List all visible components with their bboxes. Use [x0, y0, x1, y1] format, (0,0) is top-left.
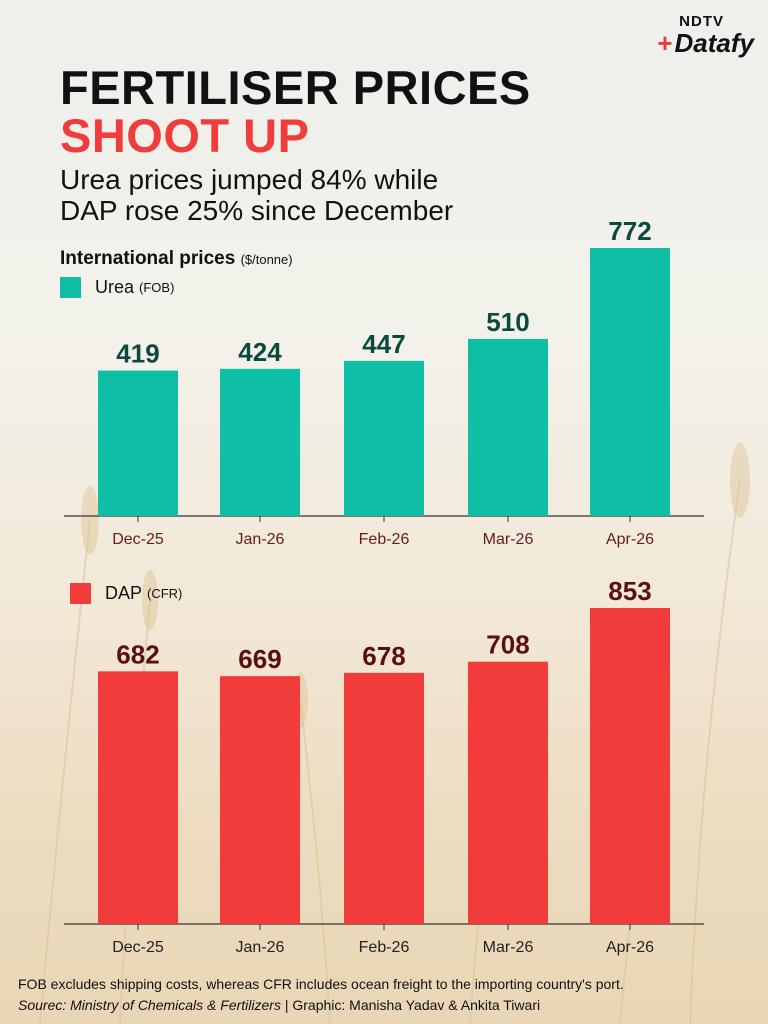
urea-bar [344, 360, 424, 516]
urea-category-label: Dec-25 [112, 531, 164, 548]
urea-value-label: 424 [238, 337, 282, 367]
headline-line-2: SHOOT UP [60, 109, 310, 162]
urea-category-label: Jan-26 [236, 531, 285, 548]
dap-category-label: Dec-25 [112, 939, 164, 956]
logo-ndtv-text: NDTV [679, 13, 724, 30]
subtitle-line-2: DAP rose 25% since December [60, 195, 454, 226]
legend-dap: DAP (CFR) [70, 583, 182, 604]
dap-value-label: 682 [116, 639, 159, 669]
dap-bar [468, 661, 548, 924]
dap-value-label: 678 [362, 641, 405, 671]
dap-value-label: 708 [486, 630, 529, 660]
footer-source: Sourec: Ministry of Chemicals & Fertiliz… [18, 997, 281, 1013]
chart-heading-label: International prices [60, 248, 236, 269]
legend-dap-label: DAP [105, 583, 143, 603]
urea-bar [220, 368, 300, 516]
dap-category-label: Apr-26 [606, 939, 654, 956]
urea-category-label: Feb-26 [359, 531, 410, 548]
urea-value-label: 419 [116, 339, 159, 369]
urea-bar [468, 338, 548, 516]
dap-bar [344, 672, 424, 924]
legend-urea: Urea (FOB) [60, 277, 174, 298]
dap-category-label: Mar-26 [483, 939, 534, 956]
dap-value-label: 853 [608, 576, 651, 606]
urea-value-label: 510 [486, 307, 529, 337]
chart-heading-unit: ($/tonne) [240, 252, 293, 267]
dap-bar [220, 676, 300, 924]
dap-category-label: Jan-26 [236, 939, 285, 956]
dap-bar [98, 671, 178, 924]
dap-value-label: 669 [238, 644, 281, 674]
legend-urea-note: (FOB) [139, 280, 175, 295]
legend-urea-label: Urea [95, 277, 135, 297]
logo-datafy-text: Datafy [674, 28, 754, 58]
urea-value-label: 447 [362, 329, 405, 359]
ndtv-datafy-logo: NDTV +Datafy [657, 13, 754, 58]
legend-dap-swatch [70, 583, 91, 604]
footer-credit: Graphic: Manisha Yadav & Ankita Tiwari [292, 997, 541, 1013]
dap-category-label: Feb-26 [359, 939, 410, 956]
subtitle: Urea prices jumped 84% while DAP rose 25… [60, 164, 453, 226]
footer: FOB excludes shipping costs, whereas CFR… [18, 974, 624, 1016]
legend-urea-swatch [60, 277, 81, 298]
headline-line-1: FERTILISER PRICES [60, 61, 531, 114]
footer-note: FOB excludes shipping costs, whereas CFR… [18, 976, 624, 992]
dap-bar [590, 608, 670, 924]
subtitle-line-1: Urea prices jumped 84% while [60, 164, 439, 195]
urea-category-label: Apr-26 [606, 531, 654, 548]
legend-dap-note: (CFR) [147, 586, 183, 601]
urea-category-label: Mar-26 [483, 531, 534, 548]
footer-separator: | [280, 997, 293, 1013]
urea-bar [98, 370, 178, 516]
urea-value-label: 772 [608, 216, 651, 246]
chart-heading: International prices ($/tonne) [60, 248, 293, 270]
plus-icon: + [657, 28, 673, 58]
urea-bar [590, 248, 670, 516]
